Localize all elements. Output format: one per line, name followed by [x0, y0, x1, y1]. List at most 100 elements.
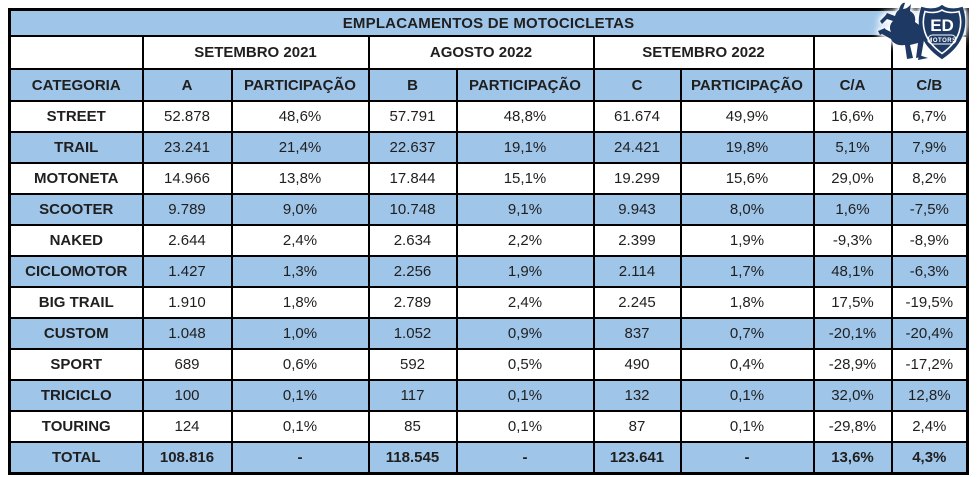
value-cell: 13,8% — [230, 162, 370, 195]
value-cell: 10.748 — [367, 193, 458, 226]
value-cell: 17,5% — [812, 286, 893, 319]
value-cell: 124 — [141, 410, 233, 443]
value-cell: 61.674 — [592, 100, 682, 133]
value-cell: 7,9% — [890, 131, 969, 164]
value-cell: 0,1% — [230, 410, 370, 443]
period-setembro-2021: SETEMBRO 2021 — [141, 35, 370, 70]
value-cell: 123.641 — [592, 441, 682, 475]
period-agosto-2022: AGOSTO 2022 — [367, 35, 595, 70]
value-cell: 0,1% — [455, 379, 595, 412]
value-cell: 0,1% — [230, 379, 370, 412]
value-cell: 23.241 — [141, 131, 233, 164]
value-cell: 1,7% — [679, 255, 815, 288]
value-cell: 117 — [367, 379, 458, 412]
value-cell: -20,1% — [812, 317, 893, 350]
value-cell: 1.427 — [141, 255, 233, 288]
value-cell: 8,2% — [890, 162, 969, 195]
column-header-ca: C/A — [812, 68, 893, 102]
value-cell: - — [455, 441, 595, 475]
value-cell: 2.644 — [141, 224, 233, 257]
category-cell-naked: NAKED — [8, 224, 144, 257]
value-cell: 2.245 — [592, 286, 682, 319]
value-cell: -9,3% — [812, 224, 893, 257]
value-cell: 48,6% — [230, 100, 370, 133]
category-cell-touring: TOURING — [8, 410, 144, 443]
value-cell: 100 — [141, 379, 233, 412]
value-cell: - — [230, 441, 370, 475]
value-cell: 2.399 — [592, 224, 682, 257]
category-cell-total: TOTAL — [8, 441, 144, 475]
logo-name-text: ED — [930, 16, 954, 35]
value-cell: 52.878 — [141, 100, 233, 133]
value-cell: 1.910 — [141, 286, 233, 319]
value-cell: 49,9% — [679, 100, 815, 133]
value-cell: 13,6% — [812, 441, 893, 475]
period-header-row: SETEMBRO 2021 AGOSTO 2022 SETEMBRO 2022 — [8, 35, 969, 70]
value-cell: -7,5% — [890, 193, 969, 226]
table-row: CUSTOM 1.048 1,0% 1.052 0,9% 837 0,7% -20,1% -20… — [8, 317, 969, 350]
value-cell: 490 — [592, 348, 682, 381]
value-cell: 9,1% — [455, 193, 595, 226]
category-cell-scooter: SCOOTER — [8, 193, 144, 226]
table-row: BIG TRAIL 1.910 1,8% 2.789 2,4% 2.245 1,8% 17,5… — [8, 286, 969, 319]
value-cell: 48,8% — [455, 100, 595, 133]
value-cell: -19,5% — [890, 286, 969, 319]
ed-motors-logo-graphic: ED MOTORS — [878, 2, 966, 60]
category-cell-sport: SPORT — [8, 348, 144, 381]
value-cell: 837 — [592, 317, 682, 350]
value-cell: 1.048 — [141, 317, 233, 350]
value-cell: 48,1% — [812, 255, 893, 288]
value-cell: 9,0% — [230, 193, 370, 226]
table-row: CICLOMOTOR 1.427 1,3% 2.256 1,9% 2.114 1,7% 48,… — [8, 255, 969, 288]
value-cell: 2,4% — [455, 286, 595, 319]
table-row: TRICICLO 100 0,1% 117 0,1% 132 0,1% 32,0% 12,8% — [8, 379, 969, 412]
ed-motors-logo: ED MOTORS — [872, 1, 968, 63]
value-cell: 0,4% — [679, 348, 815, 381]
value-cell: 8,0% — [679, 193, 815, 226]
table-row: TOURING 124 0,1% 85 0,1% 87 0,1% -29,8% 2,4% — [8, 410, 969, 443]
value-cell: 0,1% — [679, 379, 815, 412]
value-cell: 0,6% — [230, 348, 370, 381]
value-cell: 0,1% — [679, 410, 815, 443]
value-cell: 19.299 — [592, 162, 682, 195]
table-row: STREET 52.878 48,6% 57.791 48,8% 61.674 49,9% 1… — [8, 100, 969, 133]
category-cell-street: STREET — [8, 100, 144, 133]
value-cell: 0,7% — [679, 317, 815, 350]
value-cell: 22.637 — [367, 131, 458, 164]
value-cell: 1.052 — [367, 317, 458, 350]
value-cell: 1,3% — [230, 255, 370, 288]
value-cell: 85 — [367, 410, 458, 443]
motorcycle-registrations-table: EMPLACAMENTOS DE MOTOCICLETAS SETEMBRO 2… — [8, 8, 970, 475]
column-header-categoria: CATEGORIA — [8, 68, 144, 102]
value-cell: 1,0% — [230, 317, 370, 350]
column-header-row: CATEGORIA A PARTICIPAÇÃO B PARTICIPAÇÃO … — [8, 68, 969, 102]
value-cell: 4,3% — [890, 441, 969, 475]
value-cell: -8,9% — [890, 224, 969, 257]
value-cell: 9.789 — [141, 193, 233, 226]
value-cell: 108.816 — [141, 441, 233, 475]
value-cell: 1,9% — [679, 224, 815, 257]
value-cell: 1,9% — [455, 255, 595, 288]
value-cell: 17.844 — [367, 162, 458, 195]
value-cell: 689 — [141, 348, 233, 381]
table-row: SCOOTER 9.789 9,0% 10.748 9,1% 9.943 8,0% 1,6% -… — [8, 193, 969, 226]
value-cell: 2,4% — [230, 224, 370, 257]
value-cell: 592 — [367, 348, 458, 381]
category-cell-motoneta: MOTONETA — [8, 162, 144, 195]
column-header-c: C — [592, 68, 682, 102]
table-row: SPORT 689 0,6% 592 0,5% 490 0,4% -28,9% -17,2% — [8, 348, 969, 381]
value-cell: 5,1% — [812, 131, 893, 164]
table-row: NAKED 2.644 2,4% 2.634 2,2% 2.399 1,9% -9,3% -8,… — [8, 224, 969, 257]
value-cell: 21,4% — [230, 131, 370, 164]
value-cell: 9.943 — [592, 193, 682, 226]
value-cell: - — [679, 441, 815, 475]
value-cell: 2.634 — [367, 224, 458, 257]
value-cell: 19,8% — [679, 131, 815, 164]
value-cell: 2,2% — [455, 224, 595, 257]
goat-mascot-icon — [878, 2, 928, 60]
value-cell: 132 — [592, 379, 682, 412]
logo-sub-text: MOTORS — [927, 38, 956, 44]
shield-icon: ED MOTORS — [918, 4, 966, 60]
value-cell: 2.789 — [367, 286, 458, 319]
